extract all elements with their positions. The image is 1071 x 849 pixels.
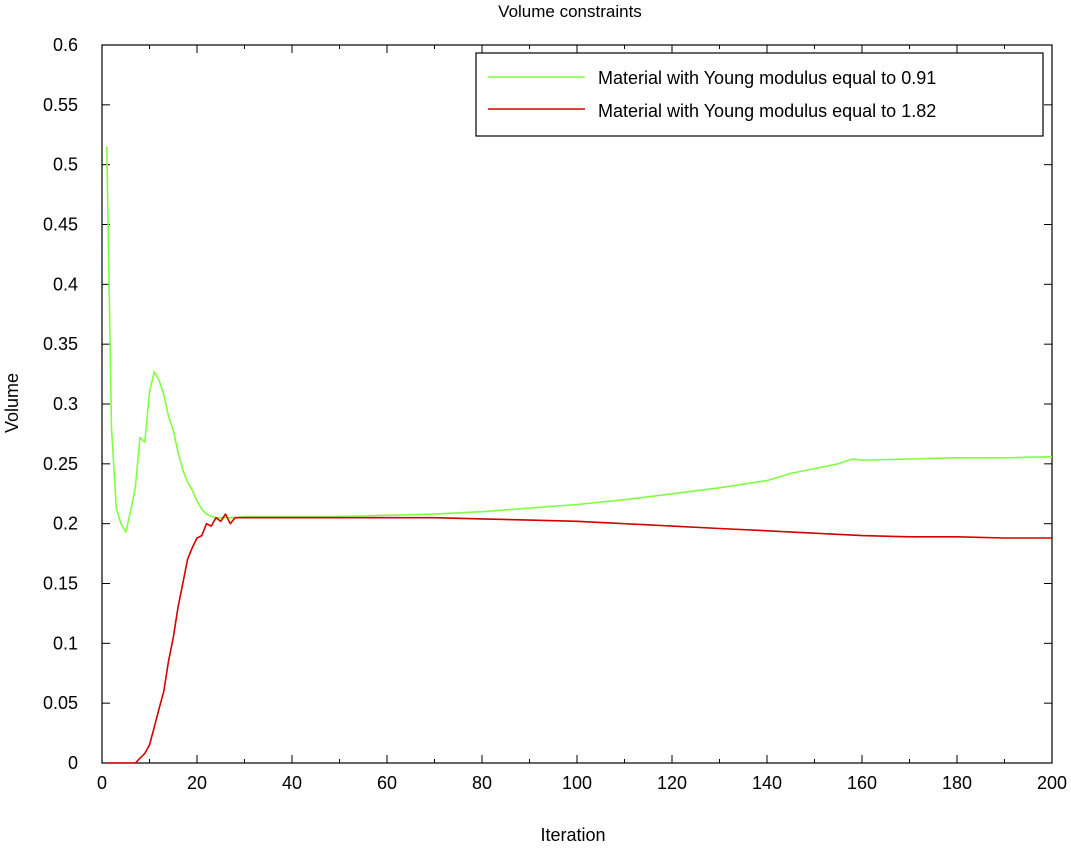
legend-box <box>475 52 1044 137</box>
legend-label-young-0-91: Material with Young modulus equal to 0.9… <box>598 68 936 88</box>
legend: Material with Young modulus equal to 0.9… <box>475 52 1044 137</box>
x-axis: 0 20 40 60 80 100 120 140 160 180 200 <box>97 45 1067 793</box>
x-tick-label: 40 <box>282 773 302 793</box>
x-tick-label: 180 <box>942 773 972 793</box>
y-axis-label: Volume <box>2 373 22 433</box>
y-tick-label: 0.25 <box>43 454 78 474</box>
y-tick-label: 0.45 <box>43 215 78 235</box>
y-tick-label: 0.5 <box>53 155 78 175</box>
y-tick-label: 0 <box>68 753 78 773</box>
y-tick-label: 0.6 <box>53 35 78 55</box>
series-group <box>106 146 1053 764</box>
x-axis-label: Iteration <box>540 825 605 844</box>
x-tick-label: 160 <box>847 773 877 793</box>
x-tick-label: 140 <box>752 773 782 793</box>
x-tick-label: 60 <box>377 773 397 793</box>
y-tick-label: 0.1 <box>53 633 78 653</box>
y-tick-label: 0.55 <box>43 95 78 115</box>
y-tick-label: 0.3 <box>53 394 78 414</box>
y-tick-label: 0.2 <box>53 514 78 534</box>
x-tick-label: 120 <box>657 773 687 793</box>
y-tick-label: 0.05 <box>43 693 78 713</box>
y-tick-label: 0.15 <box>43 574 78 594</box>
y-tick-label: 0.35 <box>43 334 78 354</box>
x-tick-label: 100 <box>562 773 592 793</box>
y-axis: 0 0.05 0.1 0.15 0.2 0.25 0.3 0.35 0.4 0.45 0.5 0.55… <box>43 35 1052 773</box>
series-line-1 <box>106 513 1052 764</box>
x-tick-label: 20 <box>187 773 207 793</box>
y-tick-label: 0.4 <box>53 274 78 294</box>
chart-title: Volume constraints <box>498 2 642 21</box>
legend-label-young-1-82: Material with Young modulus equal to 1.8… <box>598 101 936 121</box>
x-tick-label: 80 <box>472 773 492 793</box>
x-tick-label: 200 <box>1037 773 1067 793</box>
x-tick-label: 0 <box>97 773 107 793</box>
